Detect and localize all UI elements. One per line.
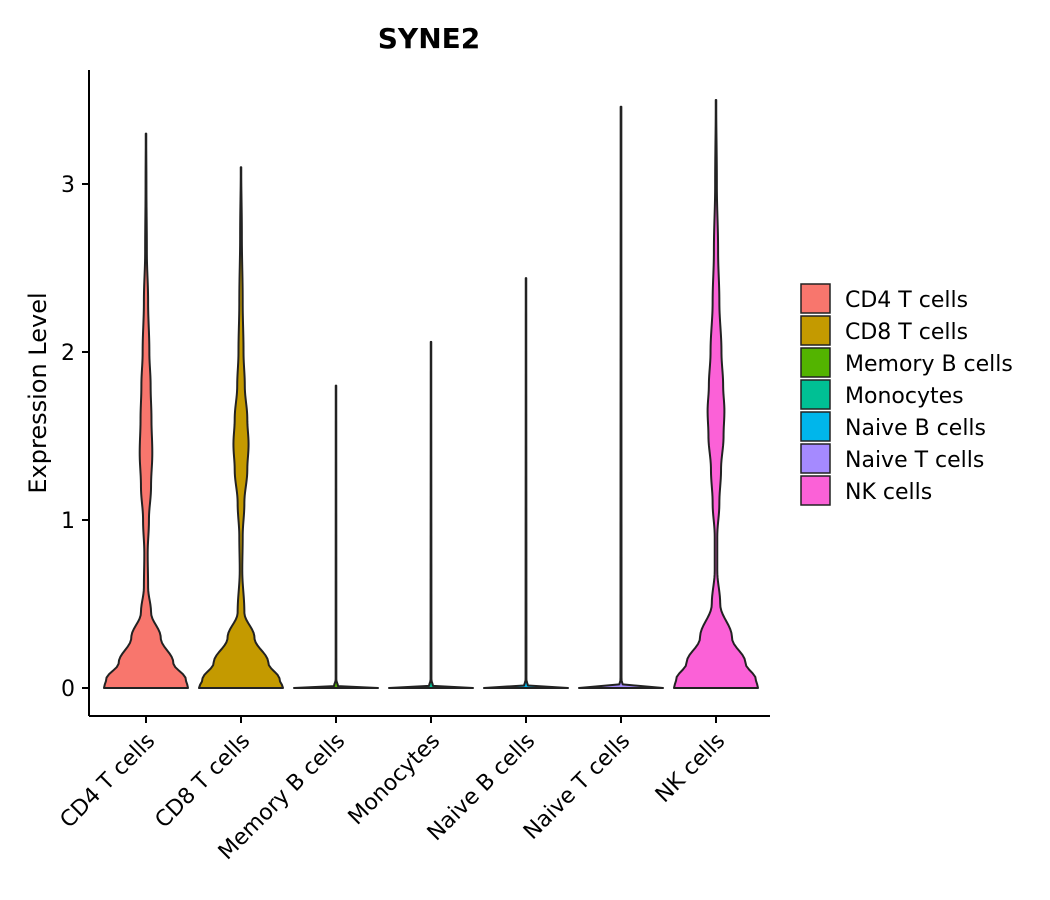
y-tick-label: 2 <box>61 341 75 366</box>
violin-cd8-t-cells <box>198 166 284 689</box>
legend-label: CD4 T cells <box>845 288 968 313</box>
legend-label: Monocytes <box>845 384 964 409</box>
legend-swatch <box>800 443 831 474</box>
y-tick-label: 1 <box>61 509 75 534</box>
x-tick-label: CD4 T cells <box>56 729 161 834</box>
legend-swatch <box>800 315 831 346</box>
violin-memory-b-cells <box>293 384 379 689</box>
legend-swatch <box>800 283 831 314</box>
y-axis-title: Expression Level <box>24 292 52 493</box>
legend-label: NK cells <box>845 480 932 505</box>
legend-swatch <box>800 475 831 506</box>
legend-swatch <box>800 347 831 378</box>
violin-cd4-t-cells <box>103 132 189 689</box>
legend-swatch <box>800 379 831 410</box>
x-tick-label: CD8 T cells <box>151 729 256 834</box>
legend-label: Memory B cells <box>845 352 1013 377</box>
legend-swatch <box>800 411 831 442</box>
violin-naive-t-cells <box>578 105 664 689</box>
violin-nk-cells <box>673 99 759 689</box>
violin-monocytes <box>388 340 474 689</box>
legend-label: Naive B cells <box>845 416 986 441</box>
x-tick-label: Monocytes <box>344 729 446 831</box>
x-tick-label: NK cells <box>651 729 730 808</box>
violins-group <box>103 99 759 689</box>
y-tick-label: 3 <box>61 173 75 198</box>
y-tick-label: 0 <box>61 677 75 702</box>
chart-title: SYNE2 <box>378 22 480 55</box>
legend: CD4 T cells CD8 T cells Memory B cells Mono… <box>800 283 1013 506</box>
y-axis-ticks: 0 1 2 3 <box>61 173 89 702</box>
legend-label: CD8 T cells <box>845 320 968 345</box>
legend-label: Naive T cells <box>845 448 984 473</box>
violin-naive-b-cells <box>483 277 569 689</box>
